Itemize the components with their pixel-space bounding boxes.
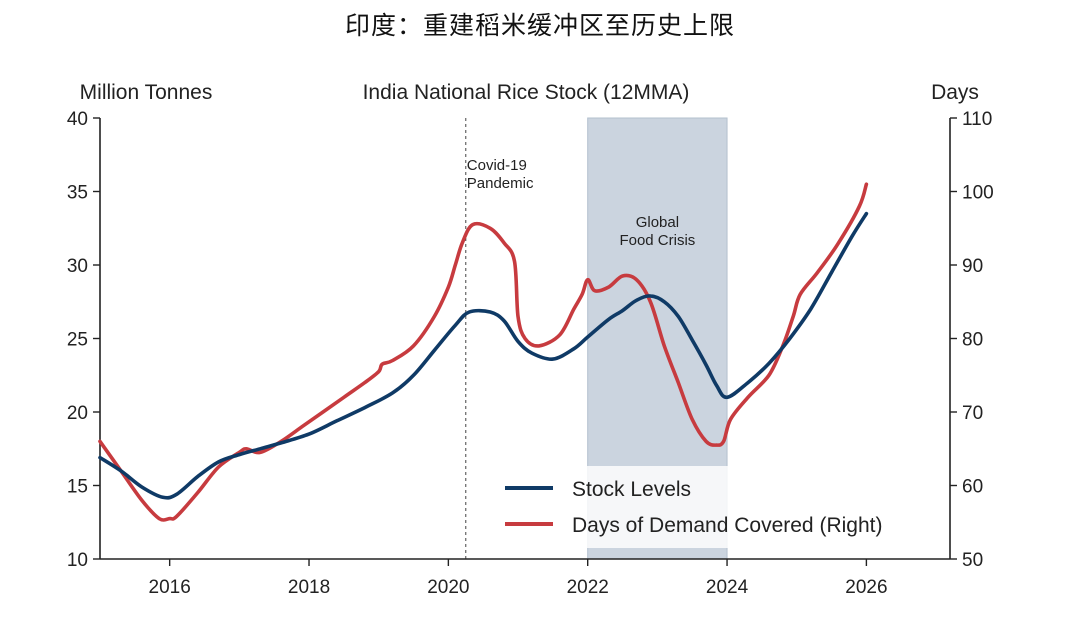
y-right-tick-label: 110 [962,109,992,130]
x-tick-label: 2020 [427,577,469,598]
y-left-tick-label: 40 [67,109,88,130]
y-left-tick-label: 10 [67,550,88,571]
y-right-tick-label: 90 [962,256,983,277]
x-tick-label: 2016 [149,577,191,598]
y-left-tick-label: 35 [67,183,88,204]
y-left-tick-label: 25 [67,330,88,351]
covid-label-line: Covid-19 [467,157,527,174]
y-right-tick-label: 100 [962,183,994,204]
legend-label: Stock Levels [572,478,691,501]
days-covered-line [98,182,869,522]
stock-levels-line [98,211,869,500]
y-axis-right-title: Days [931,81,979,104]
page-title: 印度：重建稻米缓冲区至历史上限 [344,11,735,40]
legend-box [497,466,937,548]
chart-title: India National Rice Stock (12MMA) [363,81,690,104]
y-right-tick-label: 80 [962,330,983,351]
y-left-tick-label: 30 [67,256,88,277]
y-axis-left-title: Million Tonnes [80,81,213,104]
y-right-tick-label: 50 [962,550,983,571]
food-crisis-label-line: Global [636,214,679,231]
x-tick-label: 2018 [288,577,330,598]
y-left-tick-label: 20 [67,403,88,424]
y-right-tick-label: 60 [962,477,983,498]
legend-label: Days of Demand Covered (Right) [572,514,882,537]
covid-label-line: Pandemic [467,175,534,192]
y-right-tick-label: 70 [962,403,983,424]
food-crisis-label-line: Food Crisis [619,232,695,249]
x-tick-label: 2024 [706,577,749,598]
x-tick-label: 2022 [567,577,609,598]
y-left-tick-label: 15 [67,477,88,498]
x-tick-label: 2026 [845,577,887,598]
